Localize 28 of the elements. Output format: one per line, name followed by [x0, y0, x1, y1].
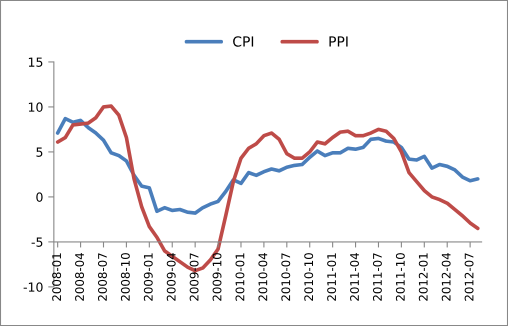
- x-tick-label: 2009-04: [166, 252, 176, 301]
- x-tick-label: 2009-07: [190, 253, 199, 301]
- y-tick-label: 5: [36, 148, 42, 157]
- x-tick-label: 2011-10: [396, 253, 405, 301]
- y-tick-label: -5: [32, 238, 42, 247]
- x-tick-label: 2010-01: [235, 253, 244, 301]
- line-series: [56, 116, 480, 215]
- legend-label: PPI: [329, 36, 348, 47]
- x-tick-label: 2008-04: [75, 252, 84, 301]
- x-tick-label: 2011-04: [350, 252, 359, 301]
- y-tick-label: 15: [28, 58, 42, 67]
- x-tick-label: 2008-01: [52, 253, 62, 301]
- legend-label: CPI: [233, 36, 254, 47]
- x-tick-label: 2012-07: [464, 253, 474, 301]
- x-tick-label: 2012-01: [418, 253, 428, 301]
- y-tick-label: -10: [24, 282, 43, 292]
- x-tick-label: 2009-10: [212, 253, 222, 301]
- x-tick-label: 2008-07: [98, 253, 107, 301]
- y-tick-label: 0: [36, 192, 43, 202]
- y-tick-label: 10: [28, 102, 43, 112]
- x-tick-label: 2011-01: [327, 253, 336, 301]
- x-tick-label: 2009-01: [144, 253, 153, 301]
- x-tick-label: 2010-07: [281, 253, 290, 301]
- x-tick-label: 2011-07: [372, 253, 382, 301]
- x-tick-label: 2012-04: [442, 252, 451, 301]
- x-tick-label: 2010-04: [258, 252, 268, 301]
- x-tick-label: 2010-10: [304, 253, 314, 301]
- x-tick-label: 2008-10: [120, 253, 130, 301]
